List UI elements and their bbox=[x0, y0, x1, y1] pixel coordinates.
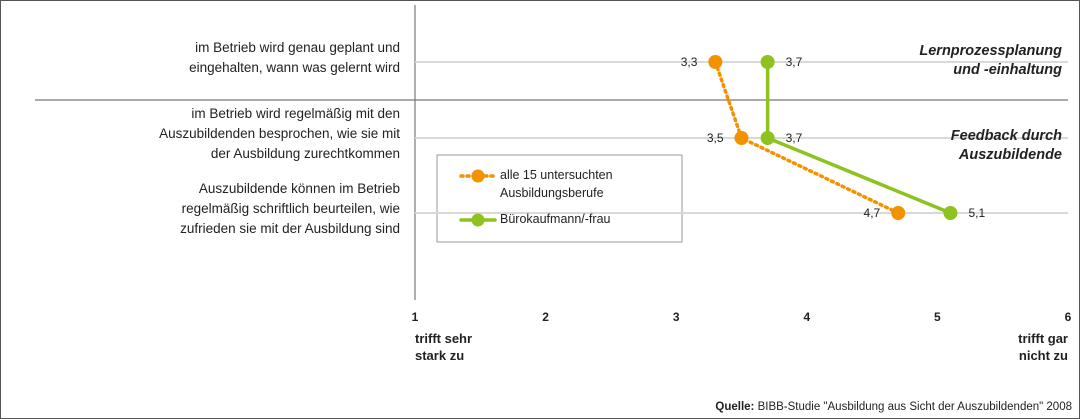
source: Quelle: BIBB-Studie "Ausbildung aus Sich… bbox=[715, 397, 1072, 417]
x-tick-label: 4 bbox=[803, 310, 810, 324]
data-point bbox=[734, 131, 749, 145]
category-label: im Betrieb wird regelmäßig mit den Auszu… bbox=[159, 106, 400, 161]
category-label: im Betrieb wird genau geplant und eingeh… bbox=[189, 40, 400, 75]
value-label: 3,7 bbox=[786, 131, 803, 145]
x-axis-low-label: trifft sehr stark zu bbox=[415, 331, 473, 363]
legend-swatch-marker bbox=[471, 169, 485, 183]
x-tick-label: 6 bbox=[1065, 310, 1072, 324]
x-tick-label: 2 bbox=[542, 310, 549, 324]
data-point bbox=[760, 55, 775, 69]
data-point bbox=[708, 55, 723, 69]
legend-label: alle 15 untersuchten Ausbildungsberufe bbox=[500, 168, 613, 200]
value-label: 3,5 bbox=[707, 131, 724, 145]
x-axis-high-label: trifft gar nicht zu bbox=[1018, 331, 1068, 363]
value-label: 4,7 bbox=[864, 206, 881, 220]
x-tick-label: 5 bbox=[934, 310, 941, 324]
value-label: 3,3 bbox=[681, 55, 698, 69]
legend-label: Bürokaufmann/-frau bbox=[500, 212, 611, 226]
category-label: Auszubildende können im Betrieb regelmäß… bbox=[180, 181, 400, 236]
value-label: 3,7 bbox=[786, 55, 803, 69]
data-point bbox=[891, 206, 906, 220]
group-label: Feedback durch Auszubildende bbox=[950, 128, 1062, 163]
x-tick-label: 3 bbox=[673, 310, 680, 324]
legend-box bbox=[436, 154, 683, 243]
value-label: 5,1 bbox=[968, 206, 985, 220]
source-text: BIBB-Studie "Ausbildung aus Sicht der Au… bbox=[757, 401, 1072, 413]
data-point bbox=[943, 206, 958, 220]
data-point bbox=[760, 131, 775, 145]
x-tick-label: 1 bbox=[412, 310, 419, 324]
source-label: Quelle: bbox=[715, 401, 755, 413]
legend-swatch-marker bbox=[471, 213, 485, 227]
group-label: Lernprozessplanung und -einhaltung bbox=[919, 43, 1062, 78]
